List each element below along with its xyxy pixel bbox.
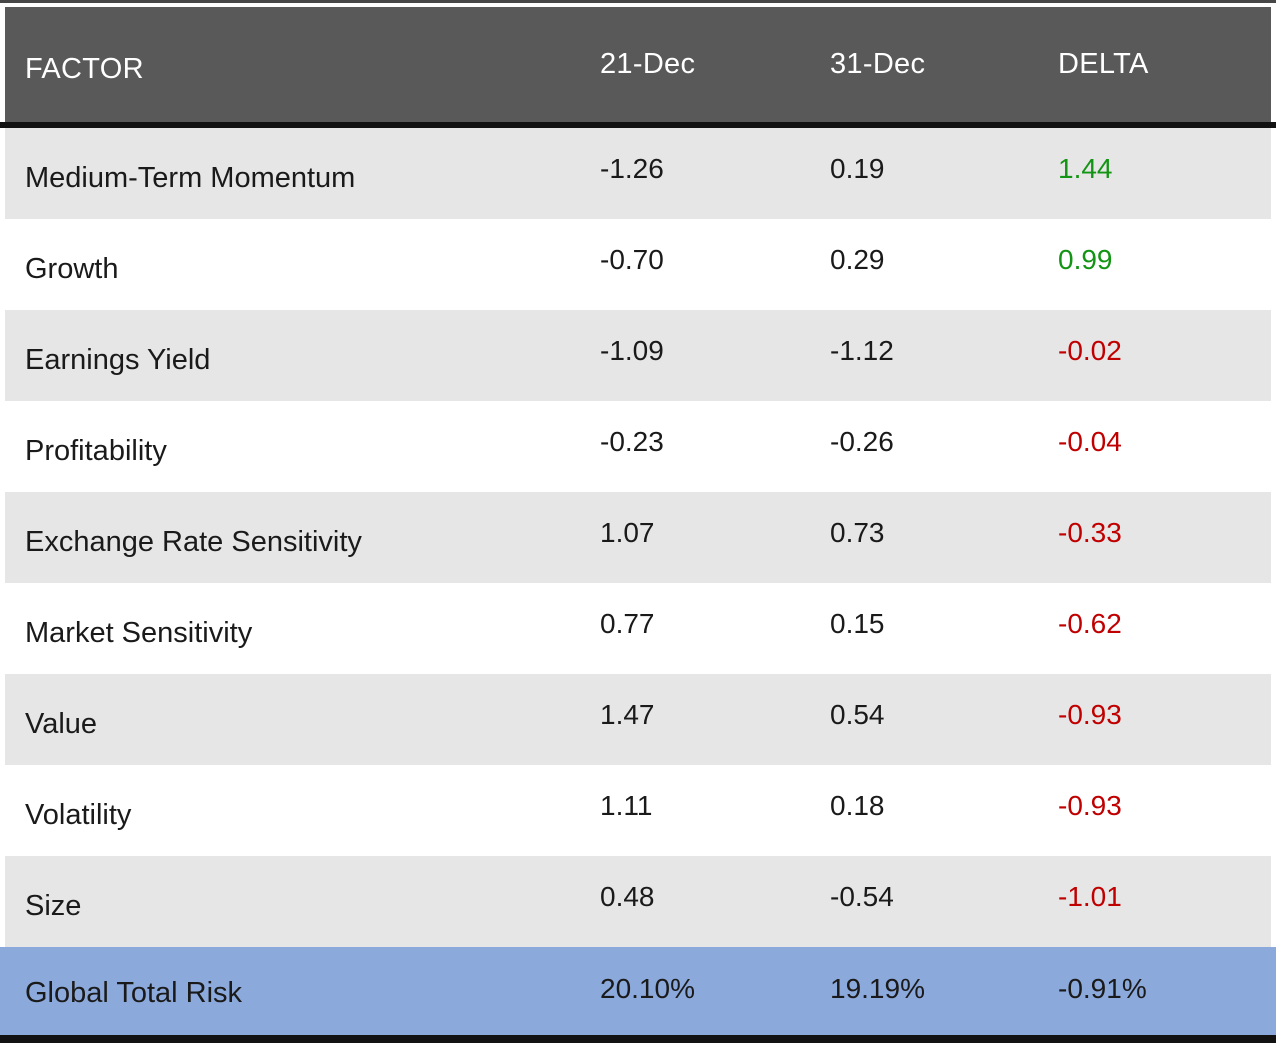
factor-cell: Medium-Term Momentum bbox=[25, 162, 356, 194]
column-header-dec21: 21-Dec bbox=[600, 48, 696, 80]
dec31-cell: 0.15 bbox=[830, 607, 885, 639]
dec31-cell: 0.18 bbox=[830, 789, 885, 821]
table-row: Earnings Yield -1.09 -1.12 -0.02 bbox=[5, 310, 1271, 401]
table-header-row: FACTOR 21-Dec 31-Dec DELTA bbox=[5, 7, 1271, 122]
column-header-dec31: 31-Dec bbox=[830, 48, 926, 80]
column-header-delta: DELTA bbox=[1058, 48, 1149, 80]
header-divider bbox=[0, 122, 1276, 128]
delta-cell: -0.33 bbox=[1058, 516, 1122, 548]
delta-cell: -1.01 bbox=[1058, 880, 1122, 912]
dec21-cell: -1.09 bbox=[600, 334, 664, 366]
delta-cell: -0.93 bbox=[1058, 789, 1122, 821]
table-row: Size 0.48 -0.54 -1.01 bbox=[5, 856, 1271, 947]
table-row: Value 1.47 0.54 -0.93 bbox=[5, 674, 1271, 765]
table-row: Exchange Rate Sensitivity 1.07 0.73 -0.3… bbox=[5, 492, 1271, 583]
dec31-cell: 0.54 bbox=[830, 698, 885, 730]
factor-cell: Global Total Risk bbox=[25, 976, 243, 1009]
dec21-cell: 0.77 bbox=[600, 607, 655, 639]
table-row: Medium-Term Momentum -1.26 0.19 1.44 bbox=[5, 128, 1271, 219]
dec21-cell: 1.07 bbox=[600, 516, 655, 548]
table-row: Profitability -0.23 -0.26 -0.04 bbox=[5, 401, 1271, 492]
dec21-cell: 0.48 bbox=[600, 880, 655, 912]
dec21-cell: 20.10% bbox=[600, 973, 695, 1004]
dec31-cell: -0.26 bbox=[830, 425, 894, 457]
table-row: Market Sensitivity 0.77 0.15 -0.62 bbox=[5, 583, 1271, 674]
dec31-cell: 19.19% bbox=[830, 973, 925, 1004]
factor-cell: Market Sensitivity bbox=[25, 617, 253, 649]
delta-cell: 0.99 bbox=[1058, 243, 1113, 275]
dec31-cell: 0.19 bbox=[830, 152, 885, 184]
factor-cell: Earnings Yield bbox=[25, 344, 211, 376]
dec21-cell: -0.23 bbox=[600, 425, 664, 457]
column-header-factor: FACTOR bbox=[25, 53, 144, 85]
factor-cell: Profitability bbox=[25, 435, 167, 467]
delta-cell: -0.04 bbox=[1058, 425, 1122, 457]
table-bottom-border bbox=[0, 1035, 1276, 1043]
dec21-cell: -1.26 bbox=[600, 152, 664, 184]
dec21-cell: 1.11 bbox=[600, 789, 653, 821]
delta-cell: 1.44 bbox=[1058, 152, 1113, 184]
table-row: Volatility 1.11 0.18 -0.93 bbox=[5, 765, 1271, 856]
delta-cell: -0.62 bbox=[1058, 607, 1122, 639]
total-row-global-total-risk: Global Total Risk 20.10% 19.19% -0.91% bbox=[0, 947, 1276, 1035]
dec31-cell: -1.12 bbox=[830, 334, 894, 366]
delta-cell: -0.91% bbox=[1058, 973, 1147, 1004]
factor-cell: Value bbox=[25, 708, 98, 740]
factor-cell: Exchange Rate Sensitivity bbox=[25, 526, 362, 558]
dec21-cell: 1.47 bbox=[600, 698, 655, 730]
dec31-cell: -0.54 bbox=[830, 880, 894, 912]
dec31-cell: 0.29 bbox=[830, 243, 885, 275]
factor-cell: Size bbox=[25, 890, 82, 922]
factor-cell: Growth bbox=[25, 253, 119, 285]
factor-cell: Volatility bbox=[25, 799, 132, 831]
table-row: Growth -0.70 0.29 0.99 bbox=[5, 219, 1271, 310]
table-top-border bbox=[0, 0, 1276, 3]
delta-cell: -0.02 bbox=[1058, 334, 1122, 366]
dec31-cell: 0.73 bbox=[830, 516, 885, 548]
delta-cell: -0.93 bbox=[1058, 698, 1122, 730]
dec21-cell: -0.70 bbox=[600, 243, 664, 275]
